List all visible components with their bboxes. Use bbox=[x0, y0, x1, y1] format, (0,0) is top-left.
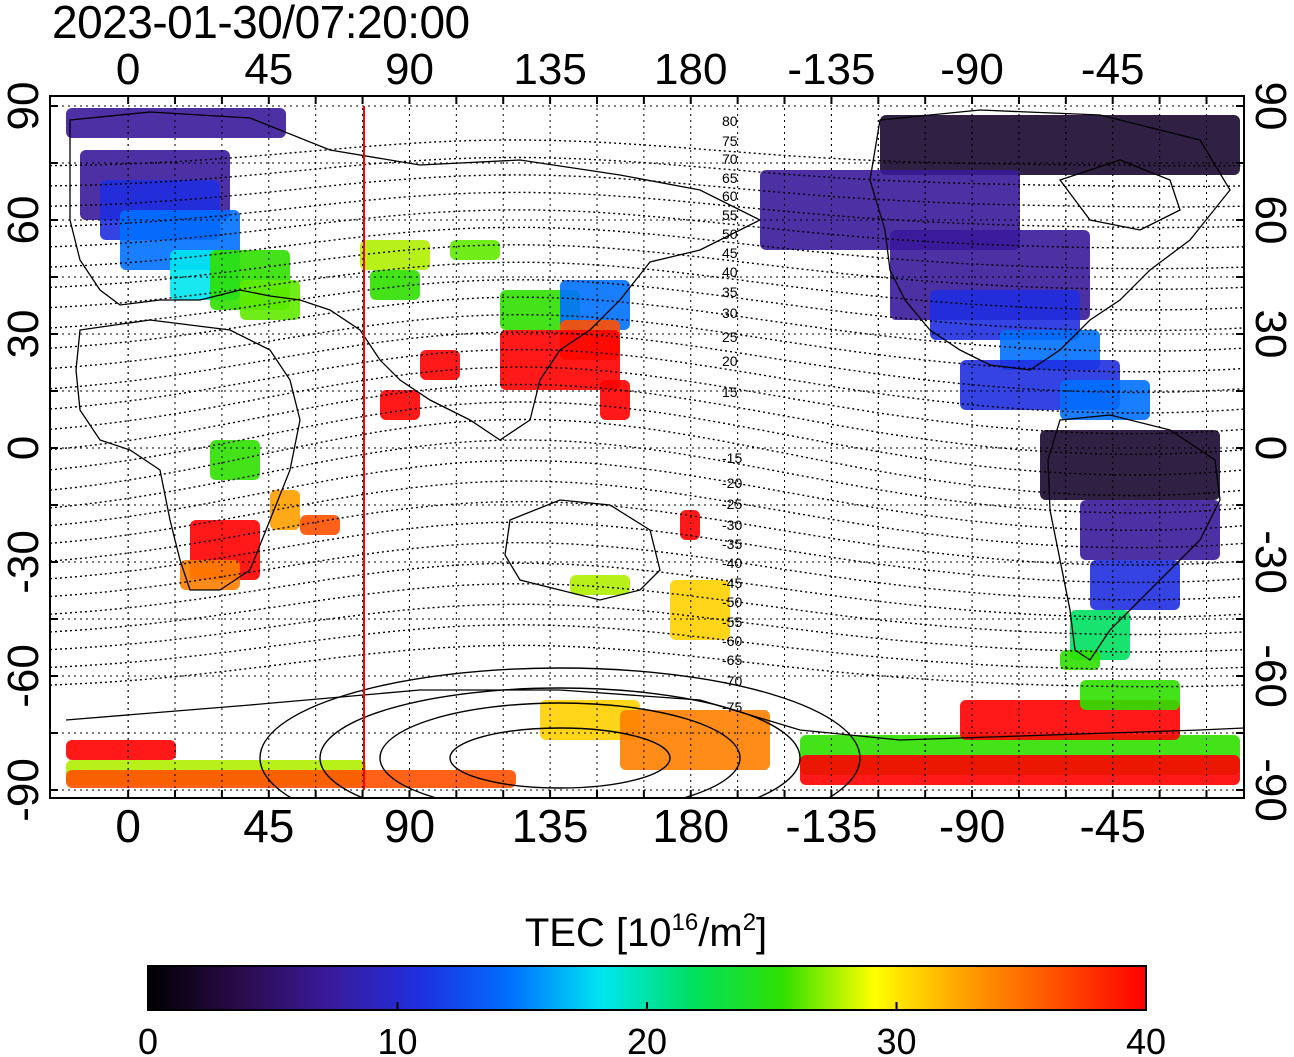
contour-label: 35 bbox=[722, 284, 738, 300]
bottom-axis-label: 135 bbox=[512, 800, 589, 852]
contour-label: 70 bbox=[722, 151, 738, 167]
colorbar-tick-label: 0 bbox=[138, 1021, 158, 1057]
top-axis-label: -90 bbox=[940, 45, 1004, 94]
colorbar-title-end: ] bbox=[756, 911, 767, 955]
left-axis-label: 0 bbox=[0, 436, 48, 460]
contour-label: 25 bbox=[722, 329, 738, 345]
contour-label: -25 bbox=[722, 496, 742, 512]
top-axis-label: 90 bbox=[385, 45, 434, 94]
right-axis-label: 0 bbox=[1246, 436, 1294, 460]
bottom-axis-label: 180 bbox=[652, 800, 729, 852]
colorbar-title-main: TEC [10 bbox=[525, 911, 672, 955]
top-longitude-axis: 0 45 90 135 180 -135 -90 -45 bbox=[116, 45, 1145, 94]
world-map: 80 75 70 65 60 55 50 45 40 35 30 25 20 15 -15 -20 -25 -30… bbox=[49, 95, 1245, 799]
top-axis-label: 0 bbox=[116, 45, 140, 94]
contour-label: 65 bbox=[722, 170, 738, 186]
colorbar-tick-label: 40 bbox=[1126, 1021, 1166, 1057]
right-axis-label: 30 bbox=[1246, 310, 1294, 359]
contour-label: -55 bbox=[722, 614, 742, 630]
bottom-longitude-axis: 0 45 90 135 180 -135 -90 -45 bbox=[115, 800, 1146, 852]
colorbar-ticks: 0 10 20 30 40 bbox=[138, 1002, 1166, 1057]
colorbar-title: TEC [1016/m2] bbox=[525, 909, 767, 955]
lat-lon-grid bbox=[50, 96, 1244, 798]
contour-label: 40 bbox=[722, 264, 738, 280]
top-axis-label: 135 bbox=[513, 45, 586, 94]
contour-label: -75 bbox=[722, 699, 742, 715]
contour-label: 15 bbox=[722, 384, 738, 400]
tec-colorbar: TEC [1016/m2] 0 10 20 30 40 bbox=[138, 909, 1166, 1057]
contour-label: -15 bbox=[722, 450, 742, 466]
left-axis-label: -90 bbox=[0, 758, 48, 822]
timestamp-title: 2023-01-30/07:20:00 bbox=[52, 0, 470, 48]
contour-label: 50 bbox=[722, 226, 738, 242]
contour-label: -35 bbox=[722, 536, 742, 552]
contour-label: -50 bbox=[722, 594, 742, 610]
left-axis-label: 30 bbox=[0, 310, 48, 359]
contour-label: -45 bbox=[722, 575, 742, 591]
left-latitude-axis: 90 60 30 0 -30 -60 -90 bbox=[0, 82, 48, 822]
left-axis-label: -60 bbox=[0, 644, 48, 708]
bottom-axis-label: 90 bbox=[384, 800, 435, 852]
right-axis-label: -60 bbox=[1246, 644, 1294, 708]
colorbar-title-exp2: 2 bbox=[743, 909, 756, 936]
contour-label: -60 bbox=[722, 633, 742, 649]
bottom-axis-label: -90 bbox=[939, 800, 1005, 852]
contour-label: -20 bbox=[722, 475, 742, 491]
colorbar-title-mid: /m bbox=[698, 911, 742, 955]
bottom-axis-label: 45 bbox=[243, 800, 294, 852]
top-axis-label: -45 bbox=[1081, 45, 1145, 94]
colorbar-title-exp1: 16 bbox=[672, 909, 699, 936]
top-axis-label: 45 bbox=[244, 45, 293, 94]
colorbar-tick-label: 30 bbox=[876, 1021, 916, 1057]
contour-label: 55 bbox=[722, 207, 738, 223]
left-axis-label: 60 bbox=[0, 196, 48, 245]
axis-ticks bbox=[50, 96, 1244, 798]
contour-label: 20 bbox=[722, 353, 738, 369]
right-axis-label: -90 bbox=[1246, 758, 1294, 822]
contour-label: 60 bbox=[722, 188, 738, 204]
magnetic-latitude-contours bbox=[50, 139, 1244, 798]
bottom-axis-label: 0 bbox=[115, 800, 141, 852]
contour-label: 30 bbox=[722, 305, 738, 321]
bottom-axis-label: -45 bbox=[1079, 800, 1145, 852]
colorbar-tick-label: 20 bbox=[627, 1021, 667, 1057]
bottom-axis-label: -135 bbox=[785, 800, 877, 852]
contour-labels: 80 75 70 65 60 55 50 45 40 35 30 25 20 15 -15 -20 -25 -30… bbox=[722, 113, 742, 715]
contour-label: -30 bbox=[722, 517, 742, 533]
colorbar-tick-label: 10 bbox=[377, 1021, 417, 1057]
left-axis-label: -30 bbox=[0, 530, 48, 594]
contour-label: -70 bbox=[722, 673, 742, 689]
contour-label: 80 bbox=[722, 113, 738, 129]
contour-label: -40 bbox=[722, 555, 742, 571]
right-latitude-axis: 90 60 30 0 -30 -60 -90 bbox=[1246, 82, 1294, 822]
top-axis-label: 180 bbox=[654, 45, 727, 94]
left-axis-label: 90 bbox=[0, 82, 48, 131]
right-axis-label: -30 bbox=[1246, 530, 1294, 594]
contour-label: 75 bbox=[722, 133, 738, 149]
right-axis-label: 60 bbox=[1246, 196, 1294, 245]
contour-label: 45 bbox=[722, 245, 738, 261]
top-axis-label: -135 bbox=[787, 45, 875, 94]
right-axis-label: 90 bbox=[1246, 82, 1294, 131]
contour-label: -65 bbox=[722, 652, 742, 668]
